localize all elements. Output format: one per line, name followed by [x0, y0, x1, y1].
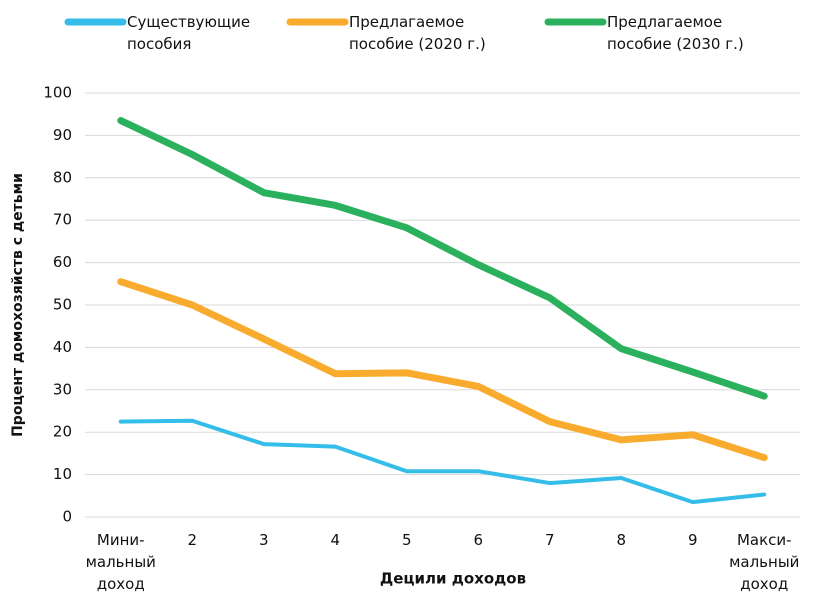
- x-tick-label: 8: [616, 531, 627, 549]
- y-tick-label: 30: [53, 380, 72, 398]
- x-axis-title: Децили доходов: [380, 570, 526, 588]
- y-tick-label: 90: [53, 126, 72, 144]
- y-tick-label: 60: [53, 253, 72, 271]
- series-line: [117, 117, 768, 400]
- x-tick-label: 5: [401, 531, 412, 549]
- x-tick-label: 4: [330, 531, 341, 549]
- x-tick-label: 2: [187, 531, 198, 549]
- y-tick-label: 40: [53, 338, 72, 356]
- x-tick-label: 9: [687, 531, 698, 549]
- y-tick-label: 0: [62, 508, 72, 526]
- x-tick-label: 7: [544, 531, 555, 549]
- x-tick-label: 3: [258, 531, 269, 549]
- y-tick-label: 50: [53, 296, 72, 314]
- series-line: [118, 418, 767, 505]
- y-tick-label: 80: [53, 168, 72, 186]
- y-tick-label: 20: [53, 423, 72, 441]
- y-tick-label: 10: [53, 465, 72, 483]
- x-tick-label: Макси- мальный доход: [729, 531, 800, 593]
- legend-label: Существующие пособия: [127, 13, 251, 53]
- y-tick-label: 70: [53, 211, 72, 229]
- legend-label: Предлагаемое пособие (2030 г.): [607, 13, 744, 53]
- x-tick-label: 6: [473, 531, 484, 549]
- legend-label: Предлагаемое пособие (2020 г.): [349, 13, 486, 53]
- y-axis-title: Процент домохозяйств с детьми: [10, 173, 26, 437]
- x-tick-label: Мини- мальный доход: [85, 531, 156, 593]
- series-line: [117, 278, 768, 462]
- y-tick-label: 100: [43, 84, 72, 102]
